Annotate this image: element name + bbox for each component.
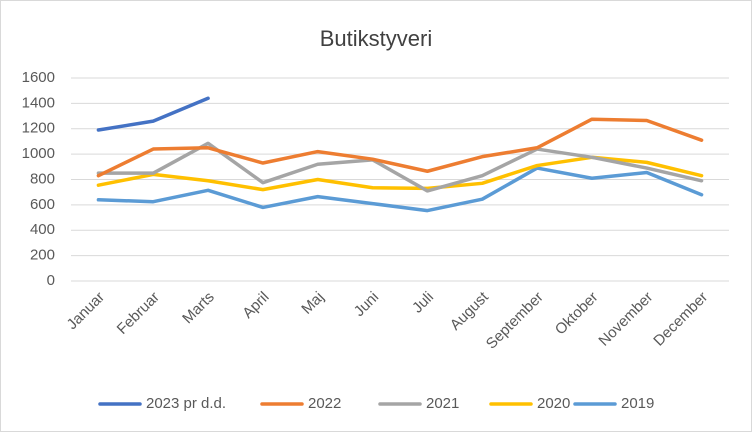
y-tick-label: 200 [30, 247, 55, 264]
y-tick-label: 1000 [22, 145, 55, 162]
series-line [96, 117, 704, 178]
series-line [96, 166, 704, 213]
y-tick-label: 1400 [22, 94, 55, 111]
y-tick-label: 1600 [22, 69, 55, 86]
legend-label: 2019 [621, 395, 654, 412]
series-line [96, 96, 210, 132]
legend-label: 2020 [537, 395, 570, 412]
y-tick-label: 400 [30, 221, 55, 238]
legend-label: 2022 [308, 395, 341, 412]
y-tick-label: 600 [30, 196, 55, 213]
y-tick-label: 1200 [22, 120, 55, 137]
legend-label: 2021 [426, 395, 459, 412]
y-tick-label: 800 [30, 170, 55, 187]
chart-title: Butikstyveri [320, 26, 432, 51]
legend-label: 2023 pr d.d. [146, 395, 226, 412]
y-tick-label: 0 [47, 272, 55, 289]
